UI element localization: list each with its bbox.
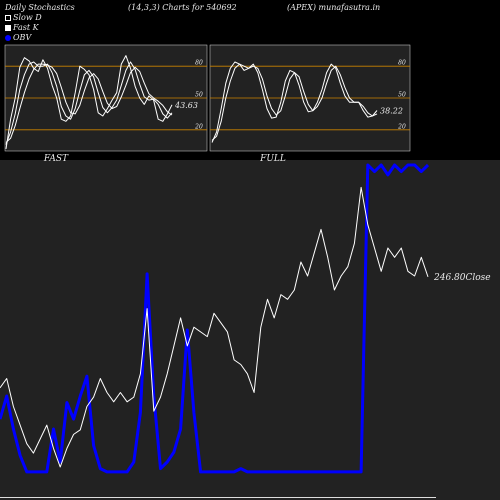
legend-label: Fast K (13, 23, 39, 32)
fast-k-swatch (5, 24, 11, 31)
close-price-value: 246.80 (433, 273, 466, 283)
close-price-label: 246.80Close (433, 273, 491, 283)
legend-label: Slow D (13, 13, 42, 22)
fast-panel-label: FAST (43, 154, 69, 164)
fast-stoch-plot: 80 50 20 43.63 (5, 55, 207, 149)
level-label: 80 (398, 60, 406, 67)
legend-fast-k: Fast K (5, 23, 39, 32)
legend-label: OBV (13, 33, 32, 42)
fast_k-line (5, 55, 173, 149)
level-label: 20 (397, 123, 406, 130)
full-panel-label: FULL (259, 154, 286, 164)
level-label: 80 (195, 60, 203, 67)
obv-line (0, 163, 430, 474)
full_d-line (211, 63, 378, 141)
slow-d-swatch (5, 14, 11, 21)
price-line (0, 186, 429, 468)
level-label: 50 (195, 92, 203, 99)
legend-obv: OBV (5, 33, 31, 42)
close-price-suffix: Close (466, 273, 491, 283)
slow_d-line (5, 63, 173, 143)
symbol-label: (APEX) munafasutra.in (287, 3, 381, 12)
chart-params-label: (14,3,3) Charts for 540692 (128, 3, 237, 12)
legend-slow-d: Slow D (5, 13, 42, 22)
full-stoch-plot: 80 50 20 38.22 (210, 60, 410, 143)
last-value-label: 38.22 (380, 106, 403, 115)
chart-type-label: Daily Stochastics (5, 3, 75, 12)
price-obv-plot: 246.80Close (0, 163, 491, 498)
obv-swatch (5, 34, 11, 41)
price-obv-panel (0, 160, 500, 500)
level-label: 50 (398, 92, 406, 99)
slow_k-line (5, 61, 173, 145)
level-label: 20 (194, 123, 203, 130)
last-value-label: 43.63 (174, 101, 198, 110)
